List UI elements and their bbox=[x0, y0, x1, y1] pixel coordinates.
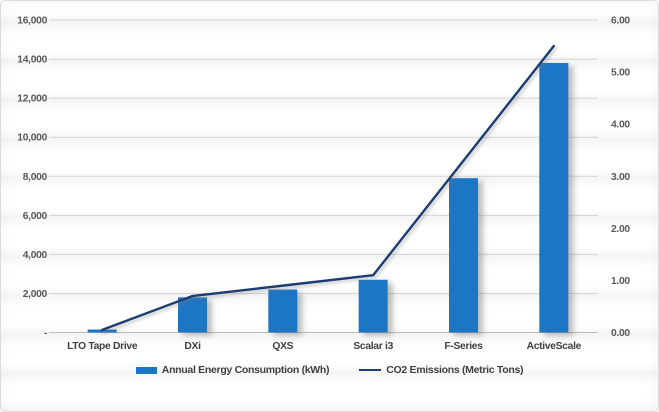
y-axis-tick-label: 10,000 bbox=[17, 133, 47, 144]
line-series-swatch-icon bbox=[359, 368, 382, 372]
x-axis-category-label: Scalar i3 bbox=[353, 341, 393, 352]
y2-axis-tick-label: 0.00 bbox=[611, 328, 630, 339]
legend-item-co2: CO2 Emissions (Metric Tons) bbox=[359, 364, 524, 376]
right-axis-tick-labels: 0.00 1.00 2.00 3.00 4.00 5.00 6.00 bbox=[611, 16, 631, 340]
legend-item-energy: Annual Energy Consumption (kWh) bbox=[135, 364, 330, 376]
x-axis-category-label: ActiveScale bbox=[527, 341, 582, 352]
co2-emissions-line bbox=[100, 44, 556, 332]
x-axis-category-label: F-Series bbox=[444, 341, 483, 352]
y-axis-tick-label: 8,000 bbox=[23, 172, 48, 183]
gridlines bbox=[49, 19, 598, 333]
y-axis-tick-label: 2,000 bbox=[23, 289, 48, 300]
legend-label-co2: CO2 Emissions (Metric Tons) bbox=[386, 364, 524, 376]
y-axis-tick-label: - bbox=[44, 328, 48, 339]
category-axis-labels: LTO Tape Drive DXi QXS Scalar i3 F-Series Act… bbox=[67, 341, 582, 352]
y2-axis-tick-label: 6.00 bbox=[611, 16, 630, 27]
bar-QXS bbox=[268, 289, 298, 333]
bar-ActiveScale bbox=[539, 62, 569, 333]
y2-axis-tick-label: 3.00 bbox=[611, 172, 630, 183]
y2-axis-tick-label: 4.00 bbox=[611, 120, 630, 131]
y2-axis-tick-label: 1.00 bbox=[611, 276, 630, 287]
bar-series bbox=[87, 62, 569, 333]
line-series bbox=[100, 44, 556, 332]
y-axis-tick-label: 14,000 bbox=[17, 55, 47, 66]
y-axis-tick-label: 6,000 bbox=[23, 211, 48, 222]
bar-DXi bbox=[178, 297, 207, 333]
y-axis-tick-label: 4,000 bbox=[23, 250, 48, 261]
left-axis-tick-labels: - 2,000 4,000 6,000 8,000 10,000 12,000 14,000 1… bbox=[17, 16, 48, 340]
bar-series-swatch-icon bbox=[135, 366, 157, 374]
x-axis-category-label: LTO Tape Drive bbox=[67, 341, 138, 352]
x-axis-category-label: DXi bbox=[184, 341, 201, 352]
chart-legend: Annual Energy Consumption (kWh) CO2 Emis… bbox=[1, 364, 658, 376]
bar-Scalar i3 bbox=[358, 279, 388, 333]
legend-label-energy: Annual Energy Consumption (kWh) bbox=[161, 364, 330, 376]
y2-axis-tick-label: 5.00 bbox=[611, 68, 630, 79]
y-axis-tick-label: 12,000 bbox=[17, 94, 47, 105]
bar-F-Series bbox=[449, 178, 478, 333]
y-axis-tick-label: 16,000 bbox=[17, 16, 47, 27]
x-axis-category-label: QXS bbox=[272, 341, 293, 352]
y2-axis-tick-label: 2.00 bbox=[611, 224, 630, 235]
